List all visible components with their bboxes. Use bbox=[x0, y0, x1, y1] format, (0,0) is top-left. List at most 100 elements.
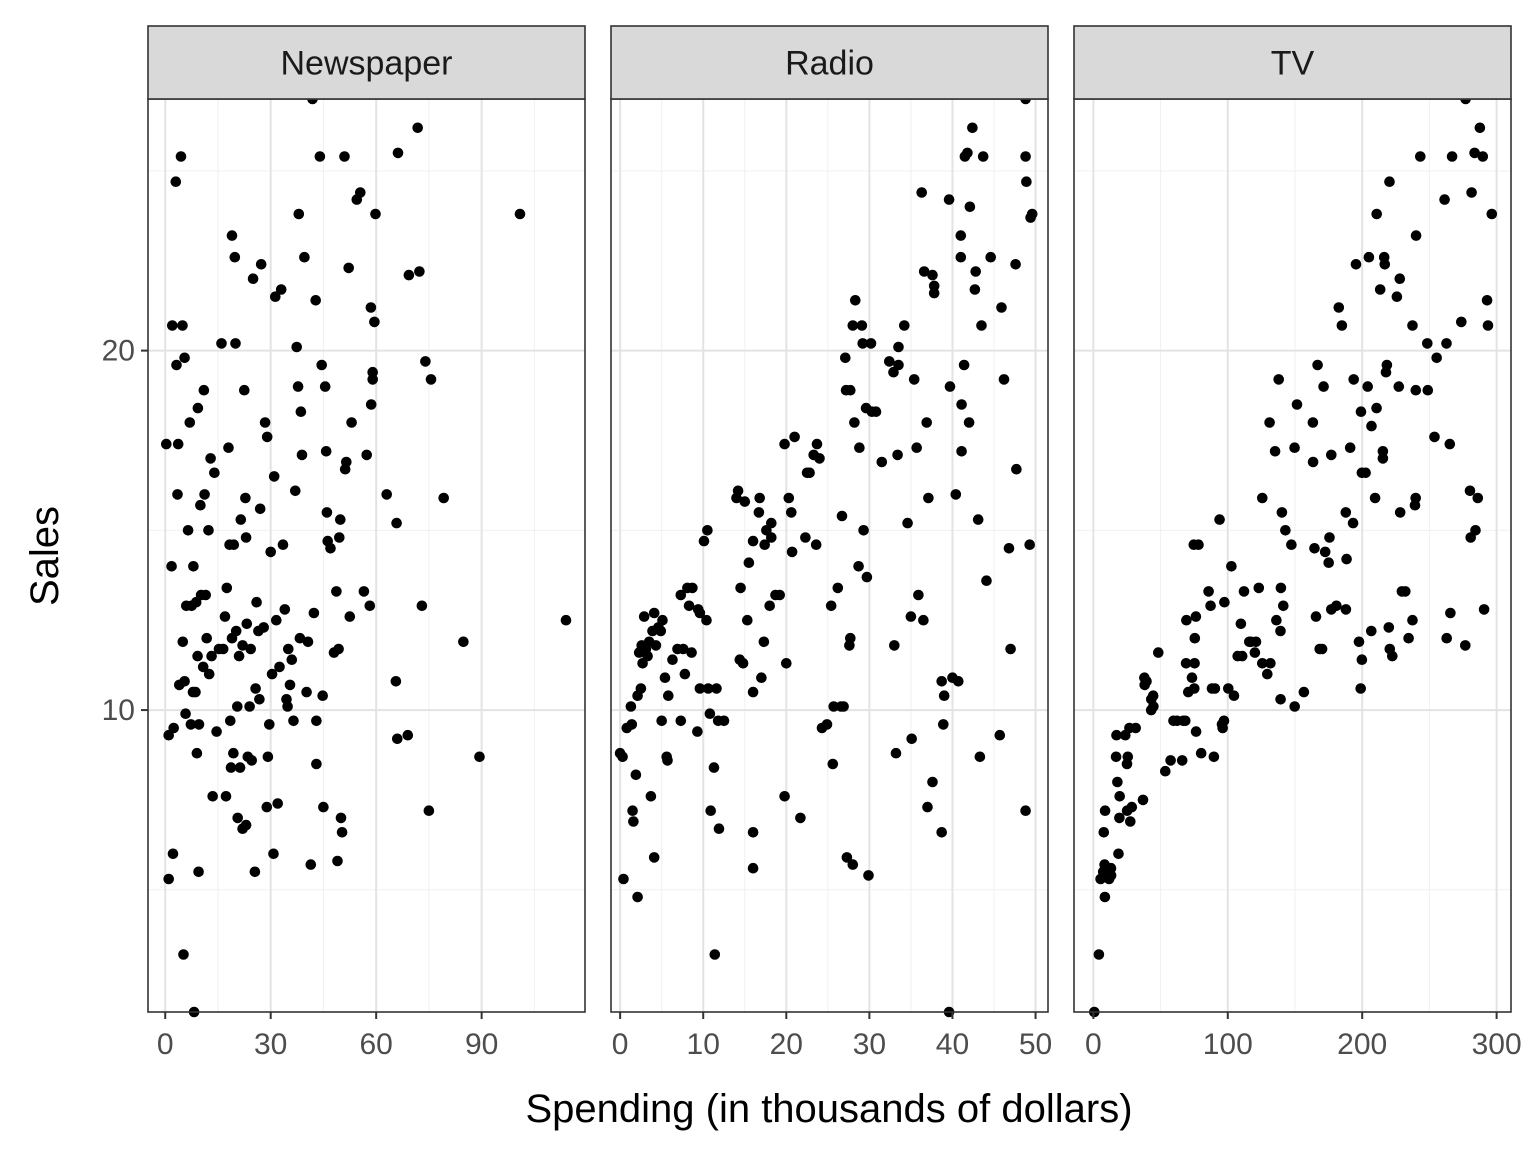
data-point bbox=[197, 661, 209, 673]
data-point bbox=[364, 600, 376, 612]
x-tick-label: 10 bbox=[687, 1028, 720, 1061]
data-point bbox=[265, 546, 277, 558]
data-point bbox=[675, 589, 687, 601]
data-point bbox=[918, 266, 930, 277]
data-point bbox=[1481, 295, 1493, 306]
data-point bbox=[963, 417, 975, 428]
data-point bbox=[311, 715, 322, 727]
data-point bbox=[735, 582, 746, 594]
data-point bbox=[956, 446, 967, 457]
data-point bbox=[416, 600, 428, 612]
data-point bbox=[1262, 668, 1273, 680]
data-point bbox=[650, 640, 662, 651]
data-point bbox=[200, 589, 211, 601]
data-point bbox=[1147, 690, 1159, 701]
data-point bbox=[458, 636, 469, 648]
data-point bbox=[781, 658, 792, 669]
data-point bbox=[220, 791, 232, 802]
data-point bbox=[365, 302, 377, 313]
data-point bbox=[747, 827, 759, 838]
data-point bbox=[1189, 658, 1200, 669]
data-point bbox=[299, 251, 310, 263]
data-point bbox=[199, 489, 210, 500]
data-point bbox=[758, 636, 770, 648]
data-point bbox=[390, 676, 402, 687]
data-point bbox=[753, 507, 765, 518]
data-point bbox=[172, 438, 184, 450]
data-point bbox=[638, 611, 650, 622]
data-point bbox=[1275, 582, 1287, 594]
data-point bbox=[1010, 259, 1021, 270]
data-point bbox=[921, 417, 932, 428]
data-point bbox=[266, 668, 278, 680]
data-point bbox=[783, 492, 795, 504]
data-point bbox=[732, 485, 744, 497]
data-point bbox=[970, 266, 981, 277]
data-point bbox=[344, 611, 356, 622]
data-point bbox=[1316, 643, 1328, 655]
data-point bbox=[1394, 507, 1406, 518]
data-point bbox=[836, 510, 848, 522]
data-point bbox=[319, 381, 331, 392]
data-point bbox=[1026, 208, 1038, 220]
data-point bbox=[1190, 726, 1202, 737]
data-point bbox=[1195, 747, 1207, 759]
data-point bbox=[1112, 776, 1123, 788]
data-point bbox=[899, 320, 910, 331]
data-point bbox=[1160, 765, 1171, 777]
data-point bbox=[1356, 654, 1368, 665]
data-point bbox=[656, 715, 667, 727]
data-point bbox=[414, 266, 425, 277]
data-point bbox=[255, 259, 267, 270]
data-point bbox=[254, 694, 265, 705]
facet-strip-label: TV bbox=[1271, 45, 1315, 83]
data-point bbox=[779, 791, 790, 802]
data-point bbox=[679, 668, 691, 680]
data-point bbox=[1310, 611, 1322, 622]
data-point bbox=[918, 614, 929, 626]
x-tick-label: 90 bbox=[465, 1028, 498, 1061]
data-point bbox=[365, 399, 377, 410]
data-point bbox=[225, 715, 236, 727]
data-point bbox=[163, 873, 174, 885]
data-point bbox=[1326, 449, 1337, 461]
data-point bbox=[1278, 600, 1289, 612]
y-axis: 10 20 bbox=[102, 335, 148, 727]
data-point bbox=[305, 859, 317, 870]
data-point bbox=[905, 611, 917, 622]
data-point bbox=[705, 805, 716, 816]
data-point bbox=[1415, 151, 1426, 162]
data-point bbox=[702, 525, 713, 536]
data-point bbox=[892, 449, 903, 461]
data-point bbox=[1280, 525, 1291, 536]
data-point bbox=[617, 751, 628, 763]
facet-panel-radio: Radio 0 10 20 30 40 50 bbox=[610, 25, 1052, 1061]
data-point bbox=[203, 525, 214, 536]
data-point bbox=[223, 442, 234, 454]
facet-strip-label: Radio bbox=[785, 45, 874, 83]
data-point bbox=[167, 848, 179, 860]
data-point bbox=[1381, 359, 1393, 371]
data-point bbox=[1410, 384, 1422, 396]
data-point bbox=[953, 676, 964, 687]
data-point bbox=[675, 715, 687, 727]
data-point bbox=[795, 812, 806, 824]
data-point bbox=[335, 812, 347, 824]
data-point bbox=[694, 683, 706, 694]
data-point bbox=[264, 719, 275, 730]
data-point bbox=[1205, 600, 1216, 612]
data-point bbox=[854, 442, 865, 454]
data-point bbox=[412, 122, 424, 134]
data-point bbox=[367, 374, 379, 385]
data-point bbox=[247, 273, 259, 285]
data-point bbox=[1250, 636, 1262, 648]
data-point bbox=[355, 187, 366, 198]
data-point bbox=[221, 582, 233, 594]
data-point bbox=[1366, 625, 1377, 637]
data-point bbox=[177, 636, 189, 648]
data-point bbox=[240, 492, 251, 504]
panel-background bbox=[611, 99, 1048, 1012]
data-point bbox=[184, 417, 196, 428]
data-point bbox=[1444, 438, 1456, 450]
data-point bbox=[1355, 406, 1367, 418]
